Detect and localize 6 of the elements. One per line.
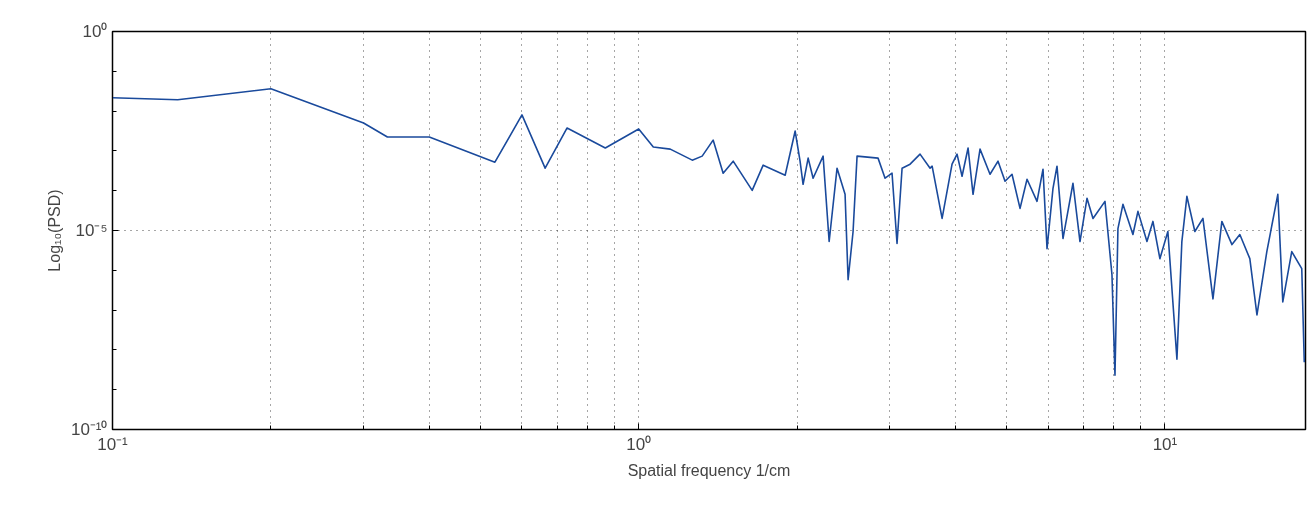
y-tick-label: 10⁻⁵ [75, 221, 108, 240]
x-axis-title: Spatial frequency 1/cm [627, 461, 791, 479]
x-tick-label: 10⁰ [626, 434, 652, 454]
x-tick-label: 10¹ [1152, 434, 1178, 454]
y-tick-label: 10⁰ [82, 22, 108, 41]
y-axis-title: Log₁₀(PSD) [45, 189, 63, 272]
